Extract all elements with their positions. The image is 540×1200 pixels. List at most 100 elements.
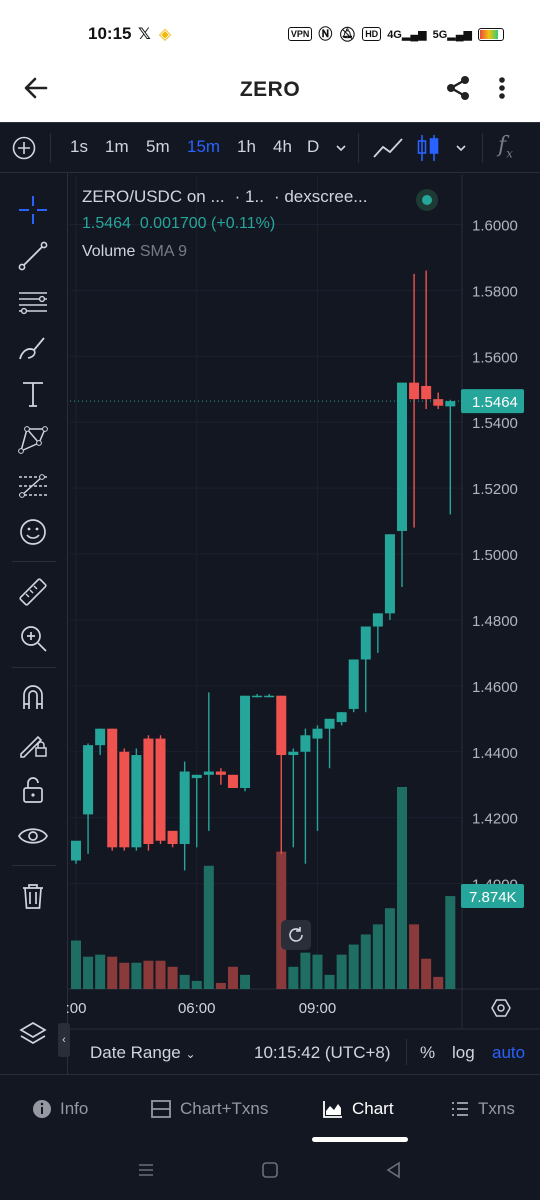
candle-body [167, 830, 178, 845]
volume-badge [461, 884, 524, 908]
indicator-name: Volume [82, 243, 136, 260]
fib-retracement-tool-icon[interactable] [16, 285, 50, 319]
hd-badge: HD [362, 27, 382, 41]
candles-chart-type-icon[interactable] [416, 133, 440, 163]
candle-body [95, 728, 106, 746]
back-arrow-icon[interactable] [22, 74, 50, 102]
price-change-value: 0.001700 [139, 215, 207, 232]
indicator-params: SMA 9 [139, 243, 187, 260]
indicators-fx-icon[interactable]: fx [498, 133, 513, 161]
candle-body [143, 738, 154, 845]
market-status-icon[interactable] [416, 189, 438, 211]
price-tick-label: 1.4200 [472, 811, 518, 828]
chevron-down-icon[interactable] [454, 141, 468, 155]
volume-bar [312, 954, 323, 989]
candle-body [421, 385, 432, 400]
candle-body [312, 728, 323, 739]
candle-body [433, 399, 444, 406]
signal-5g-icon: 5G▂▄▆ [432, 28, 472, 41]
text-tool-icon[interactable] [16, 377, 50, 411]
pattern-tool-icon[interactable] [16, 423, 50, 457]
collapse-toolbar-button[interactable]: ‹ [58, 1023, 70, 1057]
add-indicator-icon[interactable] [12, 136, 36, 160]
battery-icon [478, 27, 504, 41]
crosshair-tool-icon[interactable] [16, 193, 50, 227]
volume-bar [324, 974, 335, 989]
timeframe-1m[interactable]: 1m [105, 137, 129, 156]
volume-bar [215, 982, 226, 989]
ruler-tool-icon[interactable] [16, 575, 50, 609]
timeframe-d[interactable]: D [307, 137, 320, 156]
tab-chart[interactable]: Chart [322, 1099, 394, 1119]
tab-txns[interactable]: Txns [450, 1099, 515, 1119]
volume-bar [143, 960, 154, 989]
clock-timezone[interactable]: 10:15:42 (UTC+8) [254, 1043, 391, 1062]
info-icon [33, 1100, 51, 1118]
zoom-in-icon[interactable] [16, 621, 50, 655]
reset-icon [289, 927, 303, 942]
recents-icon[interactable] [136, 1160, 156, 1180]
magnet-icon[interactable] [16, 681, 50, 715]
volume-bar [167, 966, 178, 989]
volume-bar [107, 956, 118, 989]
back-icon[interactable] [384, 1160, 404, 1180]
x-logo-icon: 𝕏 [138, 26, 151, 43]
price-tick-label: 1.5800 [472, 283, 518, 300]
volume-bar [409, 924, 420, 989]
price-chart[interactable]: 1.6000 1.5800 1.5600 1.5400 1.5200 1.5000 1.48… [0, 123, 540, 1075]
candle-body [227, 774, 238, 788]
lock-drawing-pencil-icon[interactable] [16, 727, 50, 761]
chevron-down-icon[interactable] [334, 141, 348, 155]
tab-info[interactable]: Info [32, 1099, 88, 1119]
timeframe-1s[interactable]: 1s [70, 137, 88, 156]
forecast-tool-icon[interactable] [16, 469, 50, 503]
chart-legend: ZERO/USDC on ... · 1.. · dexscree... 1.5… [82, 187, 367, 261]
volume-bar [397, 787, 407, 989]
candle-body [264, 695, 275, 698]
split-view-icon [151, 1100, 171, 1118]
percent-scale-toggle[interactable]: % [420, 1043, 436, 1062]
brush-tool-icon[interactable] [16, 331, 50, 365]
last-price-badge-label: 1.5464 [472, 394, 518, 411]
volume-bar [445, 896, 456, 989]
emoji-tool-icon[interactable] [16, 515, 50, 549]
auto-scale-toggle[interactable]: auto [492, 1043, 526, 1062]
candle-body [83, 745, 94, 815]
candle-body [179, 771, 190, 845]
home-icon[interactable] [260, 1160, 280, 1180]
timeframe-4h[interactable]: 4h [273, 137, 292, 156]
active-tab-indicator [312, 1137, 408, 1142]
line-chart-type-icon[interactable] [372, 135, 404, 161]
timeframe-1h[interactable]: 1h [237, 137, 256, 156]
candle-body [288, 751, 299, 756]
candle-body [336, 712, 347, 723]
volume-bar [71, 940, 81, 989]
date-bar: Date Range ⌄ 10:15:42 (UTC+8) % log auto [68, 1029, 540, 1075]
candle-body [203, 771, 214, 775]
volume-indicator-legend[interactable]: Volume SMA 9 [82, 243, 367, 261]
status-time: 10:15 [88, 24, 132, 43]
trash-icon[interactable] [16, 879, 50, 913]
candle-body [71, 840, 81, 861]
candle-body [276, 695, 287, 756]
symbol-label[interactable]: ZERO/USDC on ... [82, 187, 225, 206]
settings-icon[interactable] [491, 999, 511, 1017]
candle-body [252, 695, 263, 698]
eye-visibility-icon[interactable] [16, 819, 50, 853]
more-vert-icon[interactable] [490, 74, 514, 102]
layers-icon[interactable] [16, 1017, 50, 1051]
time-tick-label: 09:00 [299, 1000, 337, 1017]
unlock-icon[interactable] [16, 773, 50, 807]
log-scale-toggle[interactable]: log [452, 1043, 475, 1062]
tab-chart-txns[interactable]: Chart+Txns [150, 1099, 268, 1119]
reset-chart-button[interactable] [281, 920, 311, 950]
last-price-value: 1.5464 [82, 215, 131, 232]
timeframe-5m[interactable]: 5m [146, 137, 170, 156]
share-icon[interactable] [444, 74, 472, 102]
volume-bar [336, 954, 347, 989]
volume-bar [288, 966, 299, 989]
date-range-button[interactable]: Date Range ⌄ [90, 1043, 196, 1062]
trend-line-tool-icon[interactable] [16, 239, 50, 273]
volume-bar [119, 962, 130, 989]
timeframe-15m[interactable]: 15m [187, 137, 221, 156]
